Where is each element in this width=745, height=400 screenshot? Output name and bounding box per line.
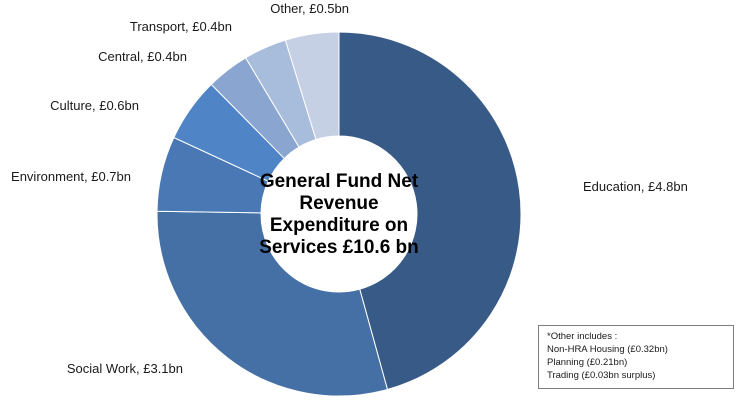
slice-other xyxy=(284,31,340,141)
center-title-line: Services £10.6 bn xyxy=(259,237,419,258)
note-line-2: Planning (£0.21bn) xyxy=(547,357,628,368)
label-transport: Transport, £0.4bn xyxy=(130,19,232,34)
note-line-3: Trading (£0.03bn surplus) xyxy=(547,370,656,381)
slice-education xyxy=(338,31,522,391)
center-title-line: General Fund Net xyxy=(260,171,419,192)
note-line-1: Non-HRA Housing (£0.32bn) xyxy=(547,344,668,355)
label-central: Central, £0.4bn xyxy=(98,49,187,64)
chart-center-title: General Fund Net Revenue Expenditure on Ser… xyxy=(259,171,419,258)
slice-labels: Education, £4.8bn Social Work, £3.1bn Envi… xyxy=(11,1,688,376)
label-other: Other, £0.5bn xyxy=(270,1,349,16)
note-heading: *Other includes : xyxy=(547,331,618,342)
slice-social-work xyxy=(156,210,389,397)
label-culture: Culture, £0.6bn xyxy=(50,98,139,113)
other-includes-note: *Other includes : Non-HRA Housing (£0.32… xyxy=(538,325,734,389)
label-social-work: Social Work, £3.1bn xyxy=(67,361,183,376)
donut-slices xyxy=(156,31,522,397)
center-title-line: Revenue xyxy=(299,193,378,214)
label-education: Education, £4.8bn xyxy=(583,179,688,194)
center-title-line: Expenditure on xyxy=(270,215,408,236)
label-environment: Environment, £0.7bn xyxy=(11,169,131,184)
